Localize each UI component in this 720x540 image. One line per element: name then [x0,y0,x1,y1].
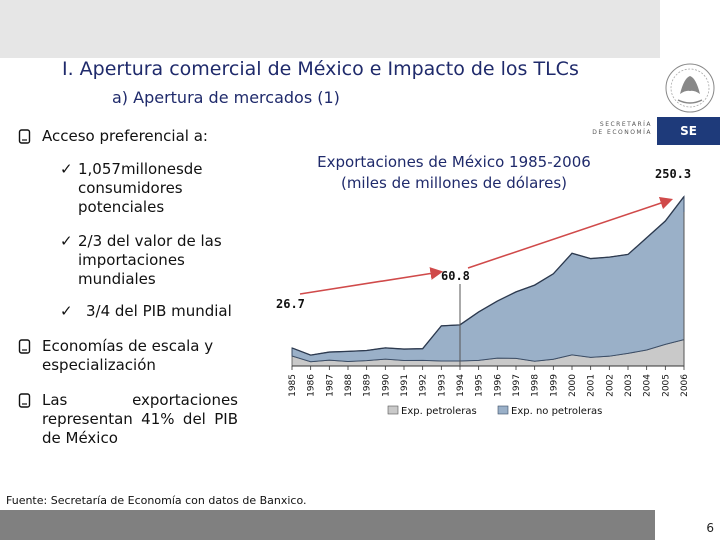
x-tick-label-1990: 1990 [381,374,391,397]
x-tick-label-1989: 1989 [363,374,373,397]
chart-title-line: (miles de millones de dólares) [340,174,568,192]
annotation-label-2006: 250.3 [655,167,691,181]
bottom-banner [0,510,655,540]
subbullet-text: 3/4 del PIB mundial [86,302,232,320]
arrow-1994-2006 [467,196,674,269]
logo-secretaria: SECRETARÍA DE ECONOMÍA [592,121,652,137]
subbullet-line: mundiales [78,270,156,288]
check-icon: ✓ [60,302,73,320]
legend-swatch-petroleras [387,405,399,415]
legend-label-petroleras: Exp. petroleras [401,406,477,417]
x-tick-label-1994: 1994 [456,374,466,397]
slide-subtitle: a) Apertura de mercados (1) [112,88,340,107]
subbullet-line: consumidores [78,179,183,197]
phone-bullet-icon [18,339,31,354]
phone-bullet-icon [18,129,31,144]
page-number-box [655,510,720,540]
source-note: Fuente: Secretaría de Economía con datos… [6,494,307,507]
subbullet-line: importaciones [78,251,185,269]
logo-se-badge: SE [657,117,720,145]
subbullet-importaciones: ✓ 2/3 del valor de las importaciones mun… [60,232,280,292]
x-tick-label-1995: 1995 [475,374,485,397]
slide-title: I. Apertura comercial de México e Impact… [62,58,579,80]
logo-line-economia: DE ECONOMÍA [592,129,652,136]
x-tick-label-2006: 2006 [680,374,690,397]
x-tick-label-2001: 2001 [587,374,597,397]
x-tick-label-1993: 1993 [437,374,447,397]
x-tick-label-1999: 1999 [549,374,559,397]
x-tick-label-2002: 2002 [605,374,615,397]
chart-title: Exportaciones de México 1985-2006 (miles… [290,152,618,194]
subbullet-consumidores: ✓ 1,057millonesde consumidores potencial… [60,160,280,220]
area-exp-no-petroleras [291,195,685,363]
top-banner [0,0,660,58]
bullet-acceso: Acceso preferencial a: [18,127,278,147]
bullet-exportaciones: Las exportaciones representan 41% del PI… [18,391,238,451]
x-tick-label-2003: 2003 [624,374,634,397]
x-tick-label-2000: 2000 [568,374,578,397]
total-outline [291,196,685,356]
x-tick-label-1996: 1996 [493,374,503,397]
legend-swatch-no-petroleras [497,405,509,415]
check-icon: ✓ [60,232,73,250]
eagle-crest-icon [665,63,715,113]
x-tick-label-1987: 1987 [325,374,335,397]
arrow-1985-1994 [299,267,444,295]
subbullet-pib: ✓ 3/4 del PIB mundial [60,302,280,322]
bullet-text: Economías de escala y especialización [42,337,214,374]
x-tick-label-2005: 2005 [661,374,671,397]
page-number: 6 [706,521,714,535]
x-tick-label-1998: 1998 [531,374,541,397]
x-tick-label-1992: 1992 [419,374,429,397]
x-tick-label-1988: 1988 [344,374,354,397]
check-icon: ✓ [60,160,73,178]
bullet-text: Acceso preferencial a: [42,127,208,145]
logo-line-secretaria: SECRETARÍA [599,121,652,128]
annotation-label-1985: 26.7 [276,297,305,311]
x-tick-label-1986: 1986 [307,374,317,397]
annotation-label-1994: 60.8 [441,269,470,283]
bullet-text: Las exportaciones representan 41% del PI… [42,391,238,447]
legend-label-no-petroleras: Exp. no petroleras [511,406,602,417]
phone-bullet-icon [18,393,31,408]
chart-title-line: Exportaciones de México 1985-2006 [317,153,591,171]
x-tick-label-1997: 1997 [512,374,522,397]
area-exp-petroleras [291,339,685,367]
x-tick-label-1985: 1985 [288,374,298,397]
subbullet-line: 1,057millonesde [78,160,203,178]
subbullet-line: potenciales [78,198,165,216]
subbullet-line: 2/3 del valor de las [78,232,222,250]
subbullet-text: 1,057millonesde consumidores potenciales [78,160,203,217]
subbullet-text: 2/3 del valor de las importaciones mundi… [78,232,222,289]
x-tick-label-1991: 1991 [400,374,410,397]
bullet-economias: Economías de escala y especialización [18,337,238,377]
x-tick-label-2004: 2004 [643,374,653,397]
